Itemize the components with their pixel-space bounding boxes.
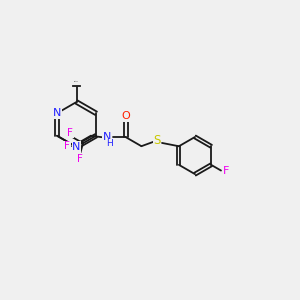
Text: H: H [106, 139, 113, 148]
Text: N: N [53, 108, 61, 118]
Text: N: N [72, 142, 81, 152]
Text: O: O [122, 111, 130, 121]
Text: F: F [223, 166, 230, 176]
Text: S: S [153, 134, 161, 147]
Text: F: F [67, 128, 73, 138]
Text: F: F [77, 154, 83, 164]
Text: F: F [64, 141, 70, 151]
Text: methyl: methyl [74, 81, 79, 82]
Text: N: N [103, 132, 111, 142]
